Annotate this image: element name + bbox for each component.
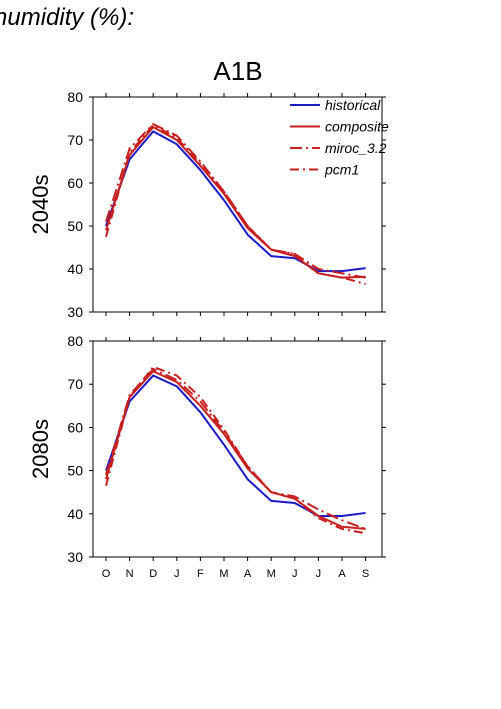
y-tick-label: 40 bbox=[67, 506, 83, 522]
x-tick-label: J bbox=[292, 568, 298, 580]
x-tick-label: D bbox=[149, 568, 157, 580]
x-tick-label: J bbox=[174, 568, 180, 580]
x-tick-label: J bbox=[316, 568, 322, 580]
page-header-text: humidity (%): bbox=[0, 4, 135, 31]
x-tick-label: O bbox=[102, 568, 111, 580]
y-tick-label: 60 bbox=[67, 419, 83, 435]
y-tick-label: 30 bbox=[67, 304, 83, 320]
legend-label: composite bbox=[325, 119, 389, 135]
series-line-pcm1 bbox=[105, 123, 366, 286]
plot-frame-1 bbox=[92, 96, 383, 313]
y-tick-label: 50 bbox=[67, 218, 83, 234]
x-tick-label: M bbox=[219, 568, 228, 580]
y-tick-label: 70 bbox=[67, 132, 83, 148]
y-tick-label: 40 bbox=[67, 261, 83, 277]
x-tick-label: M bbox=[267, 568, 276, 580]
y-tick-label: 60 bbox=[67, 175, 83, 191]
x-tick-label: A bbox=[338, 568, 346, 580]
y-axis-label: 2080s bbox=[28, 419, 53, 479]
legend-label: historical bbox=[325, 97, 381, 113]
series-line-historical bbox=[105, 130, 366, 273]
x-tick-label: F bbox=[197, 568, 204, 580]
chart-title: A1B bbox=[213, 56, 262, 86]
x-tick-label: A bbox=[244, 568, 252, 580]
series-line-historical bbox=[105, 374, 366, 517]
y-tick-label: 70 bbox=[67, 376, 83, 392]
y-tick-label: 80 bbox=[67, 89, 83, 105]
y-axis-label: 2040s bbox=[28, 175, 53, 235]
x-tick-label: N bbox=[126, 568, 134, 580]
plot-frame-2 bbox=[92, 340, 383, 558]
y-tick-label: 80 bbox=[67, 333, 83, 349]
series-line-pcm1 bbox=[105, 365, 366, 535]
legend-label: pcm1 bbox=[324, 162, 359, 178]
legend-label: miroc_3.2 bbox=[325, 140, 387, 156]
x-tick-label: S bbox=[362, 568, 369, 580]
series-line-composite bbox=[105, 370, 366, 530]
y-tick-label: 30 bbox=[67, 549, 83, 565]
y-tick-label: 50 bbox=[67, 463, 83, 479]
